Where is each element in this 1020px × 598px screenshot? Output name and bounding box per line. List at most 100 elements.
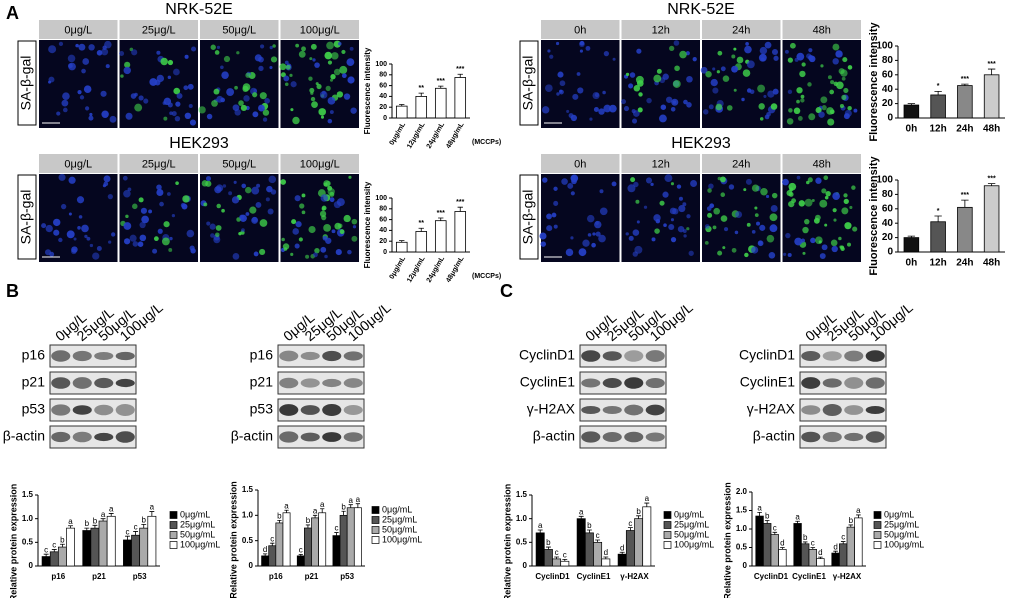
- cell: [807, 177, 813, 183]
- error-bar: [108, 513, 114, 517]
- cell: [348, 175, 352, 179]
- significance: ***: [988, 61, 996, 68]
- y-tick-label: 1.0: [516, 514, 528, 523]
- cell: [555, 41, 560, 46]
- cell: [788, 108, 793, 113]
- cell: [757, 84, 766, 93]
- cell: [821, 244, 828, 251]
- cell: [77, 226, 81, 230]
- cell: [78, 43, 86, 51]
- cell: [346, 58, 355, 67]
- error-bar: [438, 217, 444, 221]
- significance-letter: b: [546, 538, 551, 547]
- cell: [175, 101, 181, 107]
- cell: [86, 236, 91, 241]
- cell: [188, 103, 193, 108]
- cell: [773, 55, 779, 61]
- cell: [214, 50, 220, 55]
- cell: [712, 225, 717, 230]
- column-label: 25μg/L: [142, 24, 176, 36]
- cell: [269, 45, 273, 50]
- cell: [347, 249, 352, 255]
- cell: [130, 93, 137, 99]
- bar: [106, 515, 116, 567]
- cell: [660, 104, 667, 110]
- cell: [540, 241, 547, 247]
- cell: [167, 75, 172, 80]
- bar: [642, 506, 652, 567]
- cell: [312, 58, 316, 62]
- cell: [808, 48, 813, 53]
- cell: [58, 41, 64, 46]
- significance-letter: a: [109, 505, 114, 514]
- cell: [621, 99, 627, 105]
- cell: [843, 87, 849, 94]
- error-bar: [961, 83, 969, 86]
- column-header: [200, 154, 279, 173]
- y-axis-label: Fluorescence intensity: [363, 47, 372, 134]
- legend-swatch: [873, 511, 882, 519]
- cell: [677, 225, 685, 233]
- cell: [592, 232, 596, 236]
- cell: [733, 47, 737, 51]
- cell: [545, 84, 553, 92]
- legend-swatch: [169, 511, 178, 519]
- cell: [343, 93, 351, 100]
- bar: [434, 87, 447, 119]
- error-bar: [603, 556, 609, 559]
- cell: [245, 212, 250, 216]
- legend-label: 100μg/mL: [674, 539, 714, 549]
- cell: [139, 221, 146, 229]
- cell: [321, 215, 327, 221]
- y-tick-label: 0: [249, 561, 254, 570]
- cell: [156, 74, 165, 83]
- y-axis-label: Relative protein expression: [8, 484, 18, 598]
- cell: [731, 54, 736, 59]
- blot-band: [51, 350, 71, 362]
- blot-band: [322, 350, 342, 362]
- cell: [758, 240, 763, 245]
- micrograph: [39, 174, 118, 262]
- bar: [318, 512, 327, 567]
- cell: [653, 74, 662, 83]
- bar: [957, 206, 973, 253]
- error-bar: [298, 553, 303, 556]
- cell: [832, 43, 840, 51]
- cell: [156, 189, 164, 197]
- cell: [211, 100, 218, 107]
- y-tick-label: 80: [379, 72, 387, 79]
- cell: [314, 62, 320, 68]
- cell: [758, 53, 767, 62]
- blot-band: [300, 405, 320, 415]
- cell: [598, 108, 605, 115]
- cell: [829, 89, 835, 95]
- column-label: 25μg/L: [142, 158, 176, 170]
- cell: [339, 65, 348, 74]
- y-tick-label: 20: [882, 98, 894, 109]
- label-box: [17, 174, 37, 260]
- cell: [625, 72, 630, 77]
- cell: [771, 48, 779, 56]
- blot-frame: [799, 398, 887, 422]
- cell: [704, 240, 709, 245]
- cell: [832, 58, 839, 65]
- blot-label: β-actin: [231, 428, 273, 444]
- cell: [161, 237, 170, 246]
- blot-frame: [579, 344, 667, 368]
- cell: [81, 68, 86, 74]
- cell: [234, 85, 238, 90]
- error-bar: [457, 206, 463, 212]
- cell: [672, 208, 679, 215]
- blot-band: [343, 351, 363, 361]
- error-bar: [907, 235, 916, 238]
- cell: [232, 253, 240, 260]
- cell: [769, 213, 778, 222]
- cell: [830, 239, 838, 247]
- bar: [41, 556, 51, 567]
- cell: [734, 230, 739, 235]
- error-bar: [141, 523, 147, 529]
- blot-frame: [579, 371, 667, 395]
- blot-frame: [579, 425, 667, 449]
- error-bar: [284, 509, 289, 513]
